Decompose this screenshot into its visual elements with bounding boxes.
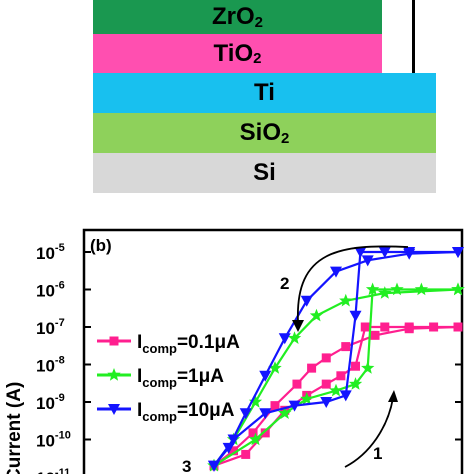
marker-star (451, 282, 465, 296)
layer-tio2-label: TiO (213, 39, 254, 67)
marker-triangle (108, 404, 120, 415)
layer-zro2-label: ZrO (211, 3, 255, 30)
layer-tio2-sub: 2 (253, 50, 262, 67)
legend-entry: Icomp=1μA (137, 366, 224, 390)
reset-branch-line (213, 325, 459, 467)
marker-triangle (378, 247, 391, 258)
marker-triangle (452, 247, 464, 258)
marker-star (300, 392, 314, 405)
legend-entry: Icomp=10μA (137, 400, 235, 424)
legend-entry: Icomp=0.1μA (137, 332, 240, 356)
marker-star (309, 308, 324, 322)
set-branch-line (213, 325, 458, 467)
y-axis-label: Current (A) (4, 382, 25, 474)
panel-label: (b) (90, 236, 112, 255)
marker-square (404, 324, 414, 334)
iv-chart: 10-5 10-6 10-7 10-8 10-9 10-10 10-11 Current (… (4, 228, 465, 474)
marker-square (370, 330, 380, 340)
marker-square (229, 446, 239, 456)
layer-si-label: Si (253, 159, 276, 186)
marker-star (390, 282, 404, 296)
marker-square (321, 353, 331, 363)
marker-triangle (403, 248, 416, 260)
marker-triangle (354, 247, 367, 258)
marker-star (248, 432, 263, 446)
sweep-arrow-top-head (292, 320, 304, 332)
series-1 (207, 282, 465, 472)
marker-square (292, 379, 302, 389)
marker-star (361, 361, 375, 374)
marker-triangle (300, 295, 313, 307)
y-tick-label: 10-7 (36, 317, 65, 338)
layer-sio2: SiO 2 (93, 113, 436, 153)
y-tick-label: 10-8 (36, 355, 65, 376)
annotation-1: 1 (373, 444, 382, 463)
y-tick-label: 10-6 (36, 280, 65, 301)
layer-sio2-sub: 2 (281, 129, 290, 147)
sweep-arrow-bottom (344, 397, 394, 468)
marker-star (348, 377, 363, 390)
marker-star (107, 368, 121, 381)
series-2 (208, 247, 464, 472)
marker-square (351, 361, 361, 371)
layer-zro2-sub: 2 (254, 13, 263, 31)
marker-triangle (320, 397, 333, 408)
y-tick-label: 10-11 (36, 467, 70, 474)
marker-square (336, 371, 346, 381)
y-tick-label: 10-5 (36, 242, 65, 263)
marker-square (360, 322, 370, 332)
marker-star (287, 331, 302, 344)
marker-triangle (259, 408, 272, 420)
marker-triangle (339, 390, 352, 402)
marker-star (378, 286, 392, 299)
marker-triangle (222, 442, 235, 454)
sweep-arrow-bottom-head (388, 390, 398, 402)
series-curves (207, 247, 465, 472)
marker-square (109, 336, 119, 346)
marker-star (278, 406, 292, 419)
reset-branch-line (213, 250, 459, 467)
layer-sio2-label: SiO (239, 119, 281, 146)
marker-triangle (278, 333, 291, 345)
marker-triangle (349, 310, 362, 322)
marker-square (341, 342, 351, 352)
marker-star (365, 282, 380, 296)
marker-triangle (259, 370, 272, 382)
marker-square (248, 428, 258, 438)
sweep-arrow-top (297, 245, 409, 323)
marker-square (453, 322, 463, 332)
layer-ti-label: Ti (254, 79, 275, 106)
contact-wire-vertical (412, 0, 415, 73)
marker-triangle (208, 460, 220, 472)
marker-star (339, 293, 353, 307)
marker-triangle (330, 266, 342, 278)
y-tick-label: 10-9 (36, 392, 65, 413)
marker-triangle (288, 400, 301, 412)
marker-triangle (239, 408, 252, 420)
marker-star (329, 383, 343, 397)
annotation-2: 2 (280, 274, 289, 293)
y-tick-label: 10-10 (36, 430, 71, 451)
marker-star (414, 282, 429, 296)
marker-star (268, 361, 282, 374)
annotation-3: 3 (182, 457, 191, 474)
layer-zro2: ZrO 2 (93, 0, 382, 34)
marker-star (248, 395, 263, 408)
layer-ti: Ti (93, 73, 436, 113)
marker-square (380, 322, 390, 332)
plot-frame (82, 228, 464, 474)
marker-triangle (361, 255, 374, 267)
marker-square (321, 379, 331, 389)
series-0 (209, 322, 463, 471)
marker-square (241, 449, 251, 459)
layer-tio2: TiO 2 (93, 34, 382, 73)
y-axis-ticks: 10-5 10-6 10-7 10-8 10-9 10-10 10-11 (36, 242, 462, 474)
layer-si: Si (93, 153, 436, 193)
sweep-arrows (292, 245, 409, 468)
marker-square (260, 428, 270, 438)
legend: Icomp=0.1μA Icomp=1μA Icomp=10μA (97, 332, 240, 424)
marker-square (270, 401, 280, 411)
marker-square (307, 363, 317, 373)
